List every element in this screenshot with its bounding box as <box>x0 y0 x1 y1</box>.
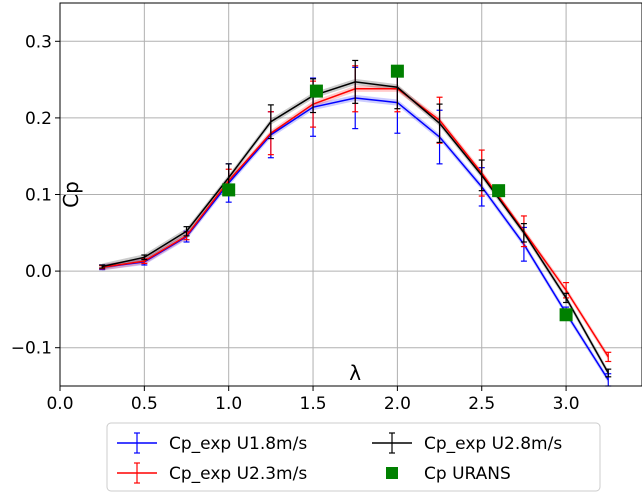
series-3 <box>99 59 612 378</box>
error-bar <box>183 226 190 237</box>
legend: Cp_exp U1.8m/s Cp_exp U2.3m/s Cp_exp U2.8m… <box>106 422 601 492</box>
y-tick-label: 0.1 <box>25 186 52 206</box>
error-bar <box>99 264 106 269</box>
series-layer <box>99 59 612 387</box>
series-2 <box>99 65 612 363</box>
error-bar <box>478 159 485 192</box>
x-tick-label: 2.5 <box>468 394 495 414</box>
y-axis-label: Cp <box>59 181 83 208</box>
x-tick-label: 1.5 <box>300 394 327 414</box>
x-axis-label: λ <box>349 361 361 385</box>
error-bar <box>605 351 612 363</box>
error-bar <box>352 59 359 104</box>
x-tick-label: 2.0 <box>384 394 411 414</box>
urans-point <box>559 308 573 322</box>
legend-label: Cp_exp U2.3m/s <box>169 464 307 484</box>
legend-item: Cp_exp U2.8m/s <box>372 432 562 454</box>
urans-point <box>222 183 236 197</box>
y-axis: −0.1 0.0 0.1 0.2 0.3 <box>11 32 60 359</box>
x-axis: 0.0 0.5 1.0 1.5 2.0 2.5 3.0 <box>46 386 580 414</box>
series-4 <box>222 64 573 322</box>
urans-point <box>390 64 404 78</box>
y-tick-label: 0.0 <box>25 262 52 282</box>
y-tick-label: −0.1 <box>11 339 52 359</box>
error-bar <box>267 104 274 140</box>
error-bar <box>436 103 443 144</box>
error-bar <box>563 292 570 304</box>
legend-label: Cp_exp U1.8m/s <box>169 434 307 454</box>
x-tick-label: 0.0 <box>46 394 73 414</box>
y-tick-label: 0.3 <box>25 32 52 52</box>
error-bar <box>605 368 612 378</box>
legend-item: Cp_exp U1.8m/s <box>117 432 307 454</box>
urans-point <box>492 184 506 198</box>
error-bar <box>141 254 148 261</box>
error-bar <box>520 223 527 243</box>
y-tick-label: 0.2 <box>25 109 52 129</box>
legend-item: Cp_exp U2.3m/s <box>117 462 307 484</box>
x-tick-label: 0.5 <box>131 394 158 414</box>
legend-box <box>106 422 601 492</box>
legend-label: Cp URANS <box>424 464 511 484</box>
legend-label: Cp_exp U2.8m/s <box>424 434 562 454</box>
grid <box>59 3 642 386</box>
x-tick-label: 3.0 <box>553 394 580 414</box>
legend-item: Cp URANS <box>386 464 511 484</box>
x-tick-label: 1.0 <box>215 394 242 414</box>
series-1 <box>99 66 612 387</box>
urans-point <box>309 84 323 98</box>
